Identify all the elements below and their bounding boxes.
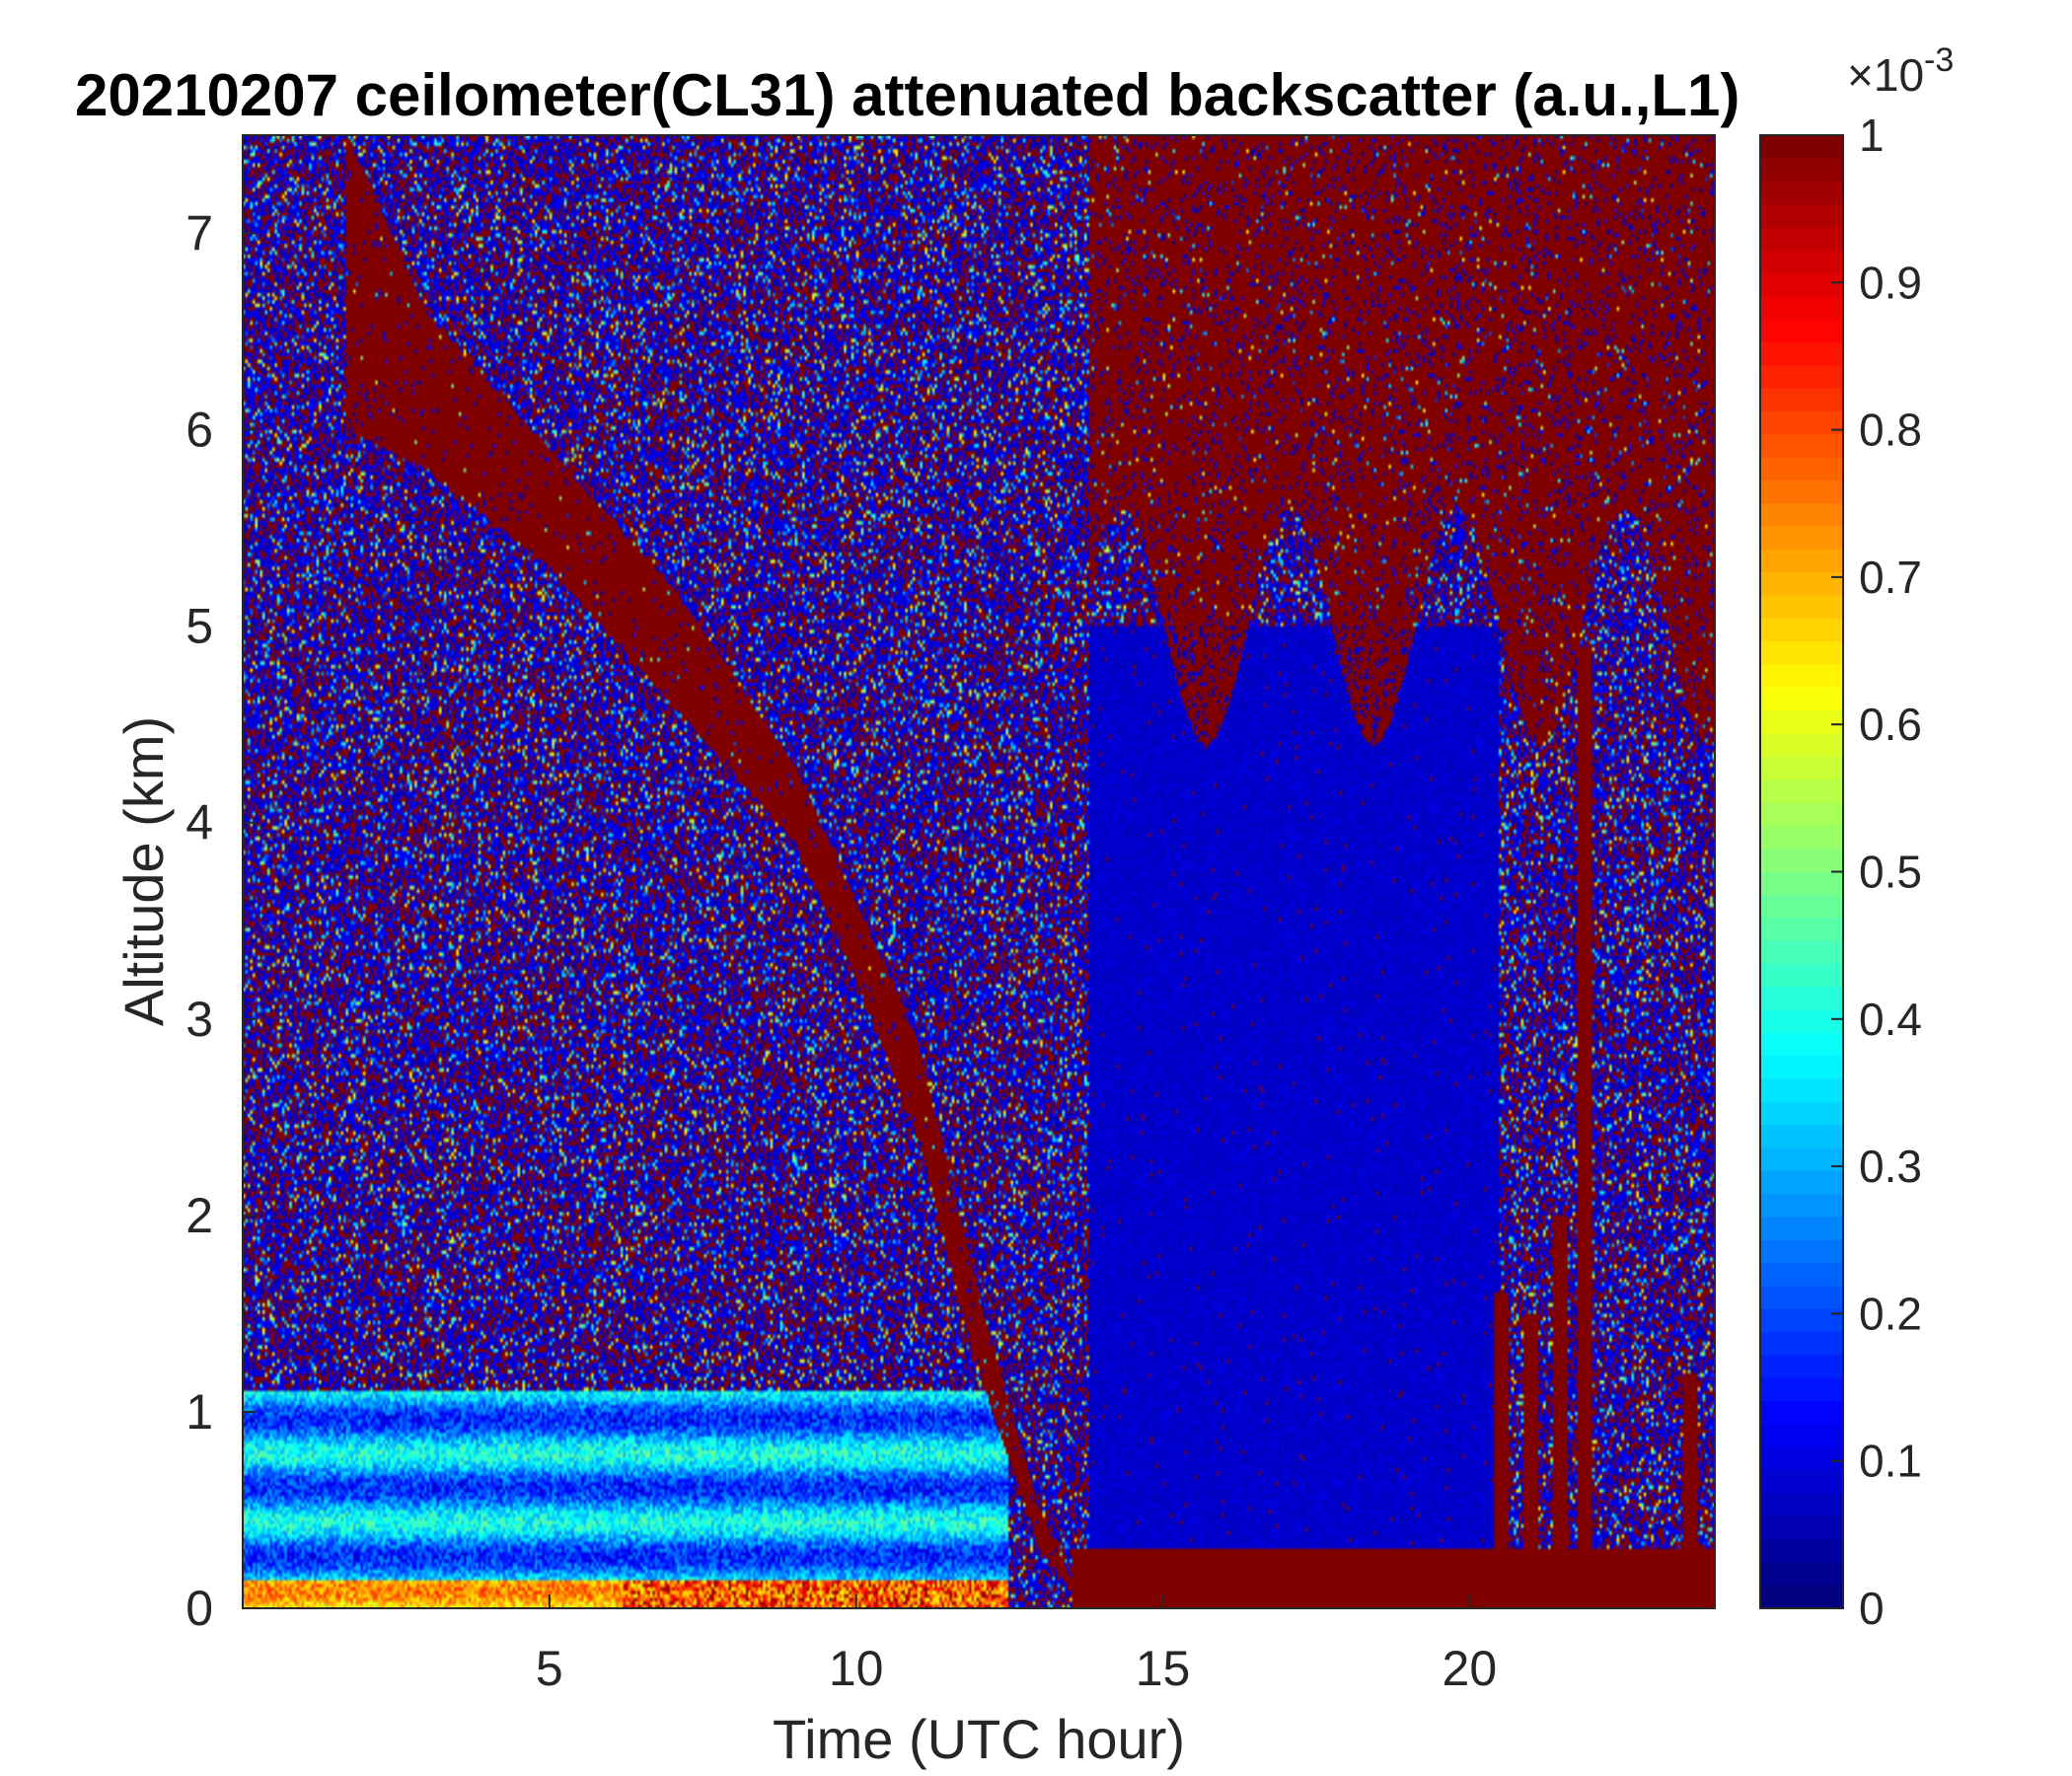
colorbar-exponent: ×10-3: [1847, 41, 1954, 101]
colorbar-gradient: [1760, 135, 1843, 1608]
colorbar-tick-label: 0.6: [1859, 699, 1922, 750]
x-axis-label: Time (UTC hour): [773, 1708, 1185, 1770]
colorbar-tick-label: 0.5: [1859, 847, 1922, 898]
y-axis-label: Altitude (km): [112, 716, 175, 1026]
colorbar: 0 0.1 0.2 0.3 0.4 0.5 0.6 0.7 0.8 0.9 1 ×10-3: [1759, 41, 1954, 1634]
x-tick-label: 20: [1443, 1641, 1498, 1696]
colorbar-tick-label: 0.2: [1859, 1288, 1922, 1339]
colorbar-tick-label: 0.9: [1859, 257, 1922, 308]
colorbar-tick-label: 0.7: [1859, 552, 1922, 603]
backscatter-heatmap: [243, 135, 1715, 1608]
y-tick-label: 7: [185, 206, 213, 261]
y-tick-label: 4: [185, 795, 213, 851]
y-tick-label: 6: [185, 403, 213, 458]
colorbar-tick-label: 0.3: [1859, 1141, 1922, 1192]
y-tick-label: 2: [185, 1188, 213, 1243]
x-axis: 5 10 15 20: [536, 1594, 1497, 1696]
colorbar-tick-label: 0.8: [1859, 405, 1922, 456]
y-tick-label: 1: [185, 1384, 213, 1440]
colorbar-tick-label: 1: [1859, 110, 1885, 161]
chart-title: 20210207 ceilometer(CL31) attenuated bac…: [75, 62, 1739, 128]
y-tick-label: 3: [185, 992, 213, 1047]
colorbar-tick-label: 0.1: [1859, 1436, 1922, 1487]
x-tick-label: 5: [536, 1641, 563, 1696]
colorbar-ticks: 0 0.1 0.2 0.3 0.4 0.5 0.6 0.7 0.8 0.9 1: [1831, 110, 1922, 1634]
y-axis: 0 1 2 3 4 5 6 7: [185, 206, 257, 1636]
y-tick-label: 5: [185, 599, 213, 654]
colorbar-tick-label: 0.4: [1859, 994, 1922, 1045]
colorbar-tick-label: 0: [1859, 1583, 1885, 1634]
plot-area: [242, 134, 1716, 1609]
plot-border: [242, 134, 1716, 1609]
y-tick-label: 0: [185, 1581, 213, 1636]
x-tick-label: 10: [829, 1641, 884, 1696]
x-tick-label: 15: [1136, 1641, 1191, 1696]
